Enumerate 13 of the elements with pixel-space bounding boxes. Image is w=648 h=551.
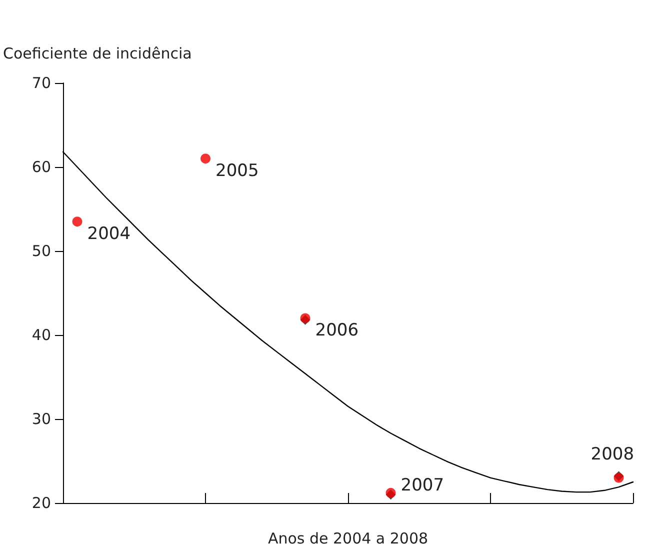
annotation: 2008 xyxy=(590,444,634,464)
y-axis-title: Coeficiente de incidência xyxy=(3,44,192,62)
y-tick-label: 60 xyxy=(32,158,51,176)
annotation: 2006 xyxy=(315,320,359,341)
annotation: 2005 xyxy=(216,161,259,182)
x-axis-title: Anos de 2004 a 2008 xyxy=(268,530,428,548)
y-tick-label: 40 xyxy=(32,326,51,344)
annotation: 2007 xyxy=(400,476,444,496)
y-tick-label: 20 xyxy=(32,494,51,512)
y-tick-label: 30 xyxy=(32,410,51,428)
y-tick-label: 50 xyxy=(32,242,51,260)
annotation: 2004 xyxy=(87,224,131,244)
y-tick-label: 70 xyxy=(32,74,51,92)
